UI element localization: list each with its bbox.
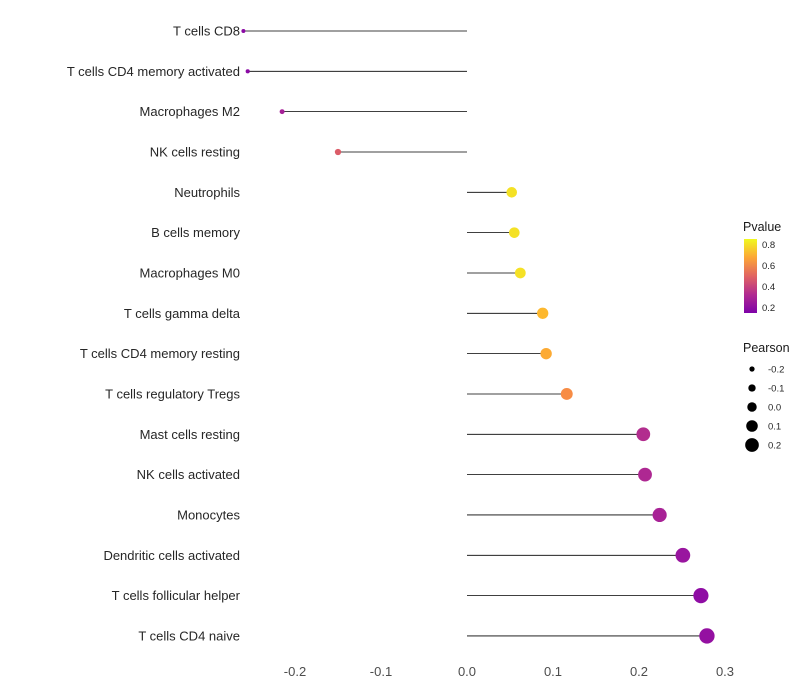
pearson-legend-dot xyxy=(748,384,756,392)
lollipop-dot xyxy=(693,588,709,604)
lollipop-dot xyxy=(636,427,651,442)
category-label: B cells memory xyxy=(151,225,240,240)
category-label: T cells CD4 memory activated xyxy=(67,64,240,79)
category-label: T cells regulatory Tregs xyxy=(105,386,240,401)
category-label: T cells CD4 memory resting xyxy=(80,346,240,361)
x-tick-label: 0.1 xyxy=(544,664,562,679)
lollipop-dot xyxy=(514,267,526,279)
lollipop-dot xyxy=(241,29,246,33)
lollipop-dot xyxy=(506,187,517,198)
category-label: Monocytes xyxy=(177,507,240,522)
lollipop-dot xyxy=(638,467,652,482)
category-label: NK cells resting xyxy=(150,144,240,159)
category-label: Macrophages M2 xyxy=(140,104,240,119)
lollipop-dot xyxy=(245,69,250,74)
lollipop-dot xyxy=(540,347,552,360)
pearson-legend-dot xyxy=(749,366,755,372)
category-label: Dendritic cells activated xyxy=(103,548,240,563)
lollipop-dot xyxy=(334,148,342,156)
x-tick-label: 0.2 xyxy=(630,664,648,679)
pearson-legend-label: 0.0 xyxy=(768,403,781,414)
pearson-legend-dot xyxy=(745,438,759,452)
pearson-legend-dot xyxy=(747,402,757,412)
category-label: T cells follicular helper xyxy=(112,588,241,603)
category-label: T cells gamma delta xyxy=(124,306,241,321)
lollipop-dot xyxy=(699,628,715,644)
lollipop-dot xyxy=(279,109,285,115)
pvalue-tick-label: 0.8 xyxy=(762,240,775,251)
x-tick-label: -0.2 xyxy=(284,664,306,679)
pearson-legend-dot xyxy=(746,420,758,432)
lollipop-dot xyxy=(652,507,667,523)
pearson-legend-label: 0.1 xyxy=(768,422,781,433)
lollipop-dot xyxy=(560,388,573,400)
x-tick-label: -0.1 xyxy=(370,664,392,679)
lollipop-dot xyxy=(508,227,520,238)
pearson-legend-label: 0.2 xyxy=(768,441,781,452)
x-tick-label: 0.3 xyxy=(716,664,734,679)
category-label: Macrophages M0 xyxy=(140,265,240,280)
pearson-legend-title: Pearson xyxy=(743,341,790,355)
category-label: Mast cells resting xyxy=(140,427,240,442)
pvalue-tick-label: 0.6 xyxy=(762,261,775,272)
pearson-legend-label: -0.2 xyxy=(768,365,784,376)
category-label: NK cells activated xyxy=(137,467,240,482)
pvalue-gradient-bar xyxy=(744,239,757,313)
pvalue-legend-title: Pvalue xyxy=(743,220,781,234)
category-label: T cells CD8 xyxy=(173,24,240,39)
lollipop-dot xyxy=(675,547,691,563)
category-label: Neutrophils xyxy=(174,185,240,200)
category-label: T cells CD4 naive xyxy=(138,628,240,643)
x-tick-label: 0.0 xyxy=(458,664,476,679)
pearson-legend-label: -0.1 xyxy=(768,384,784,395)
pvalue-tick-label: 0.4 xyxy=(762,282,775,293)
pvalue-tick-label: 0.2 xyxy=(762,303,775,314)
lollipop-dot xyxy=(537,307,549,319)
